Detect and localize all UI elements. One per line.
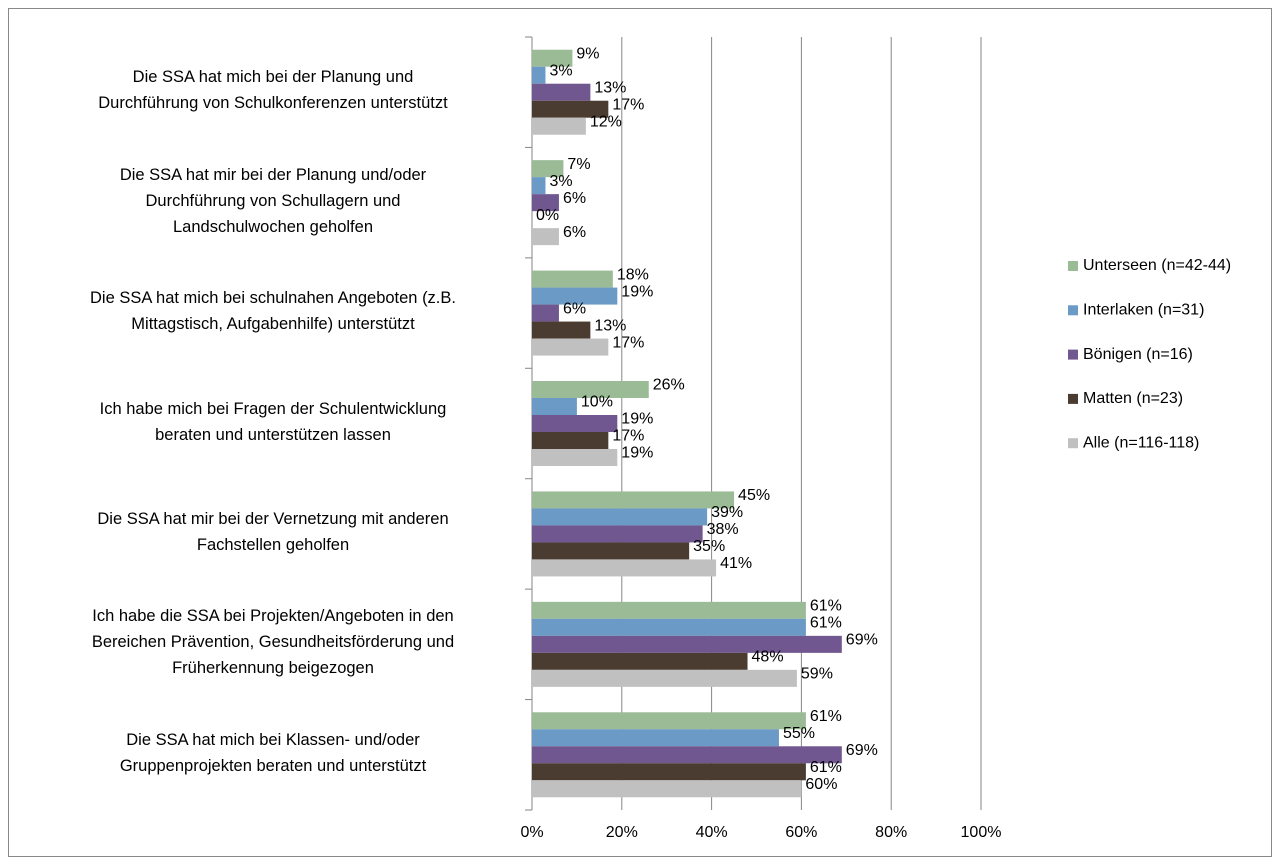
bar [532,712,806,730]
bar [532,287,618,305]
bar [532,66,546,84]
data-label: 61% [810,759,842,776]
bar [532,669,797,687]
bar [532,321,591,339]
legend-label: Alle (n=116-118) [1083,434,1199,451]
data-label: 13% [594,79,626,96]
x-tick-label: 0% [520,824,543,841]
data-label: 61% [810,615,842,632]
data-label: 6% [563,300,586,317]
data-label: 61% [810,708,842,725]
bar [532,160,564,178]
bar [532,83,591,101]
data-label: 69% [846,632,878,649]
data-label: 19% [621,283,653,300]
legend-swatch [1068,261,1078,271]
bar [532,652,748,670]
legend-label: Bönigen (n=16) [1083,346,1193,363]
x-tick-label: 20% [606,824,638,841]
bar [532,415,618,432]
bar [532,729,779,747]
x-tick-label: 100% [961,824,1002,841]
legend-swatch [1068,393,1078,404]
data-label: 61% [810,598,842,615]
bar [532,194,559,212]
data-label: 69% [846,742,878,759]
data-label: 19% [621,411,653,428]
data-label: 6% [563,190,586,207]
legend-label: Unterseen (n=42-44) [1083,257,1231,274]
bar [532,618,806,636]
data-label: 9% [576,45,599,62]
data-label: 60% [805,776,837,793]
data-label: 26% [653,377,685,394]
legend-label: Matten (n=23) [1083,390,1183,407]
data-label: 17% [612,428,644,445]
data-label: 48% [752,649,784,666]
bar [532,508,708,526]
data-label: 6% [563,224,586,241]
data-label: 0% [536,207,559,224]
bar [532,763,806,781]
data-label: 38% [707,521,739,538]
data-label: 19% [621,445,653,462]
bar [532,491,735,509]
bar [532,525,703,543]
x-tick-label: 40% [696,824,728,841]
bar [532,398,577,415]
data-label: 59% [801,666,833,683]
bar [532,381,649,398]
bar [532,449,618,466]
bar [532,100,609,118]
bar [532,270,613,288]
bar [532,304,559,322]
bar [532,542,690,560]
category-label: Ich habe mich bei Fragen der Schulentwic… [99,399,447,444]
data-label: 17% [612,334,644,351]
data-label: 10% [581,394,613,411]
bar [532,601,806,619]
chart-border [8,8,1272,857]
category-label: Die SSA hat mir bei der Vernetzung mit a… [97,509,449,554]
category-label: Die SSA hat mich bei schulnahen Angebote… [90,289,456,334]
category-label: Die SSA hat mich bei Klassen- und/oder G… [119,730,427,775]
bar [532,228,559,246]
category-label: Die SSA hat mich bei der Planung und Dur… [98,68,448,113]
category-label: Die SSA hat mir bei der Planung und/oder… [119,165,427,236]
bar [532,432,609,449]
data-label: 3% [549,62,572,79]
data-label: 45% [738,487,770,504]
bar [532,559,717,577]
bar [532,177,546,195]
data-label: 17% [612,96,644,113]
legend-swatch [1068,349,1078,360]
legend-swatch [1068,305,1078,316]
data-label: 55% [783,725,815,742]
data-label: 41% [720,555,752,572]
legend-label: Interlaken (n=31) [1083,302,1204,319]
data-label: 7% [567,156,590,173]
data-label: 13% [594,317,626,334]
data-label: 35% [693,538,725,555]
data-label: 12% [590,113,622,130]
data-label: 39% [711,504,743,521]
bar [532,338,609,356]
bar [532,117,586,135]
bar [532,746,842,764]
x-tick-label: 60% [785,824,817,841]
legend-swatch [1068,438,1078,449]
data-label: 3% [549,173,572,190]
data-label: 18% [617,266,649,283]
bar [532,49,573,67]
bar [532,780,802,798]
category-label: Ich habe die SSA bei Projekten/Angeboten… [91,607,455,678]
x-tick-label: 80% [875,824,907,841]
bar [532,635,842,653]
